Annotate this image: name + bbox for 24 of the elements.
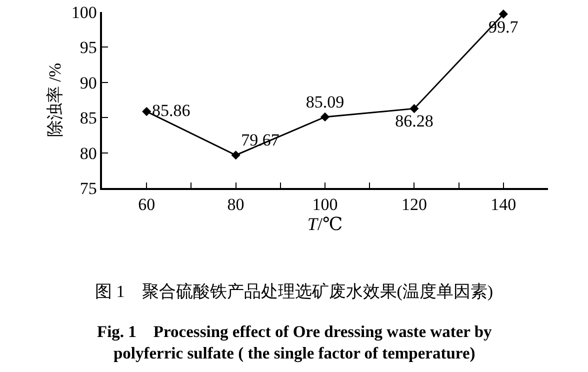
- data-label: 85.09: [306, 92, 344, 112]
- data-label: 86.28: [395, 112, 434, 131]
- point: [142, 107, 152, 116]
- data-label: 99.7: [488, 17, 519, 36]
- x-tick-label: 120: [401, 195, 427, 214]
- y-tick-label: 95: [80, 38, 97, 58]
- x-tick-label: 140: [490, 195, 516, 214]
- point: [231, 150, 240, 160]
- text: Fig. 1 Processing effect of Ore dressing waste water by polyferric sulfate ( the single factor of temperature): [97, 322, 492, 362]
- data-label: 85.86: [152, 100, 190, 120]
- point: [498, 10, 508, 19]
- x-axis-title: T/℃: [307, 214, 343, 234]
- point: [410, 104, 419, 114]
- y-tick-label: 80: [80, 144, 97, 163]
- text: 图 1 聚合硫酸铁产品处理选矿废水效果(温度单因素): [95, 282, 494, 301]
- y-tick-label: 75: [80, 178, 97, 198]
- x-tick-label: 60: [138, 195, 156, 214]
- y-axis-title: 除浊率 /%: [45, 62, 64, 138]
- y-tick-label: 90: [80, 73, 97, 92]
- y-tick-label: 100: [71, 2, 97, 22]
- x-tick-label: 100: [312, 195, 338, 214]
- y-tick-label: 85: [80, 108, 97, 128]
- point: [320, 112, 330, 122]
- x-tick-label: 80: [227, 195, 244, 214]
